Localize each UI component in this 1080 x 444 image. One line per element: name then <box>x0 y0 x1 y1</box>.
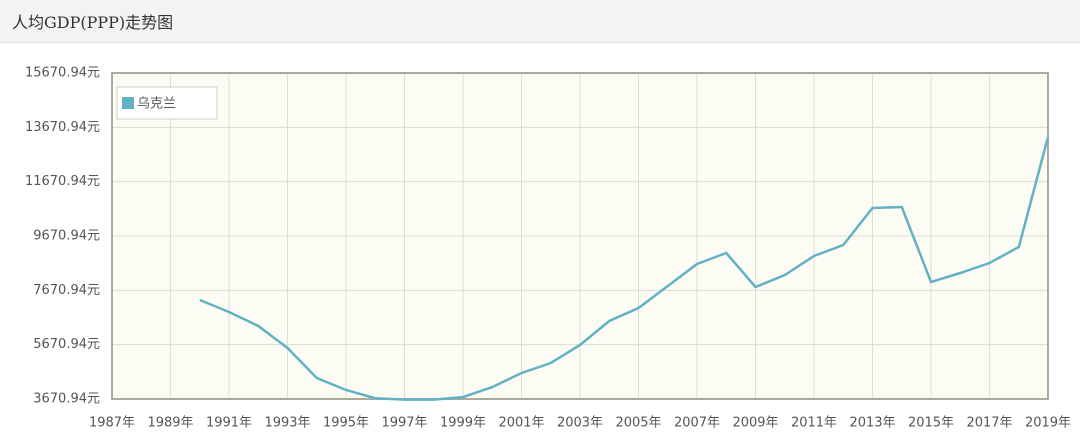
x-tick-label: 2017年 <box>966 416 1012 431</box>
x-tick-label: 1995年 <box>323 416 369 431</box>
x-tick-label: 2015年 <box>908 416 954 431</box>
x-tick-label: 1991年 <box>206 416 252 431</box>
x-tick-label: 2001年 <box>498 416 544 431</box>
legend-label: 乌克兰 <box>137 96 176 112</box>
plot-border <box>111 72 1049 400</box>
y-tick-label: 15670.94元 <box>25 66 100 81</box>
x-tick-label: 2007年 <box>674 416 720 431</box>
x-tick-label: 2003年 <box>557 416 603 431</box>
x-tick-label: 1997年 <box>381 416 427 431</box>
y-tick-label: 3670.94元 <box>33 392 100 407</box>
x-tick-label: 2019年 <box>1025 416 1071 431</box>
header: 人均GDP(PPP)走势图 <box>0 0 1080 43</box>
y-tick-label: 13670.94元 <box>25 120 100 135</box>
chart-title: 人均GDP(PPP)走势图 <box>12 13 174 32</box>
y-tick-label: 7670.94元 <box>33 283 100 298</box>
x-tick-label: 2011年 <box>791 416 837 431</box>
y-tick-label: 9670.94元 <box>33 229 100 244</box>
x-tick-label: 2005年 <box>615 416 661 431</box>
series-line <box>199 136 1050 401</box>
y-tick-label: 11670.94元 <box>25 174 100 189</box>
y-tick-label: 5670.94元 <box>33 337 100 352</box>
x-tick-label: 1987年 <box>89 416 135 431</box>
legend-swatch <box>122 97 134 109</box>
x-tick-label: 1989年 <box>147 416 193 431</box>
x-tick-label: 2013年 <box>849 416 895 431</box>
x-tick-label: 2009年 <box>732 416 778 431</box>
x-tick-label: 1999年 <box>440 416 486 431</box>
legend: 乌克兰 <box>116 86 218 120</box>
x-tick-label: 1993年 <box>264 416 310 431</box>
